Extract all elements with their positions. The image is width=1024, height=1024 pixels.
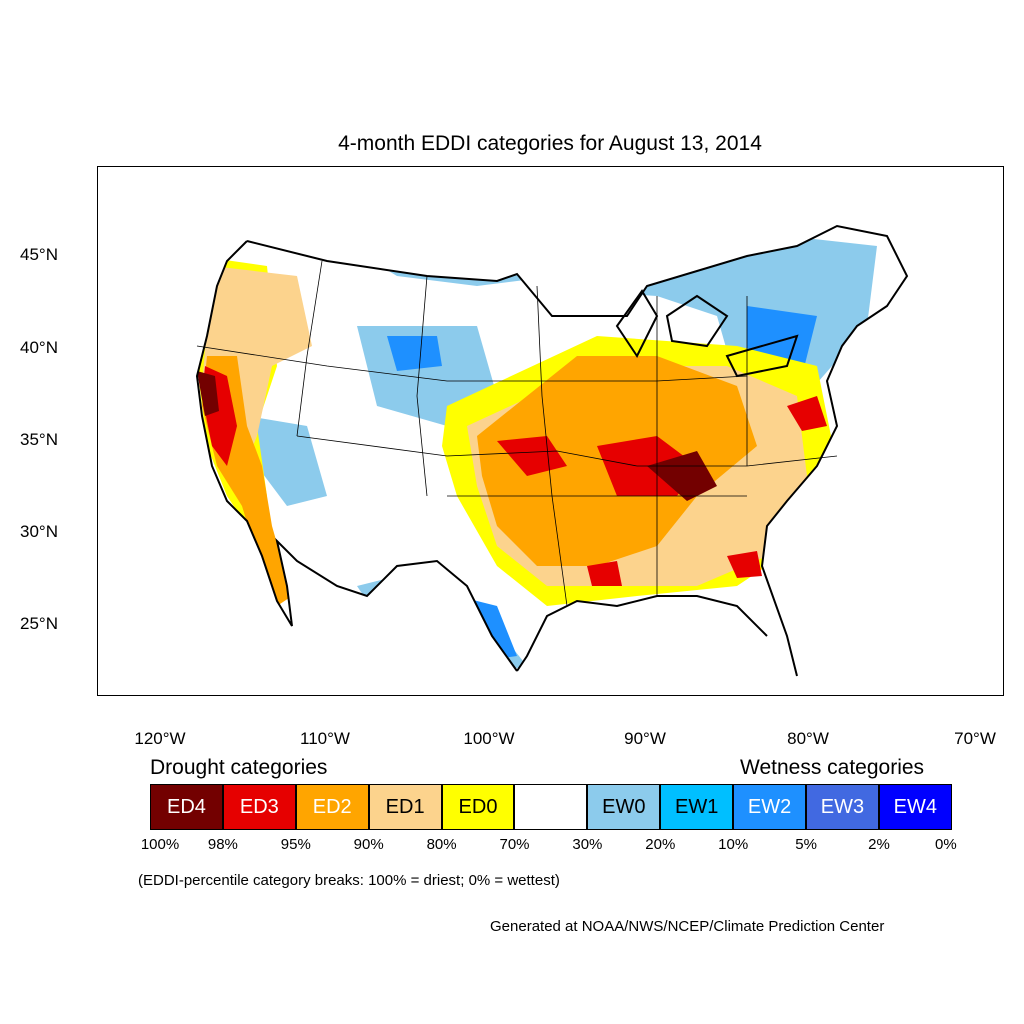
state-borders: [196, 260, 838, 607]
eddi-map: [97, 166, 1004, 696]
break-label: 5%: [795, 836, 817, 853]
lat-label-40n: 40°N: [20, 338, 58, 357]
legend-box-ed1: ED1: [368, 784, 442, 830]
wetness-categories-heading: Wetness categories: [740, 756, 925, 779]
break-label: 95%: [280, 836, 311, 853]
legend-box-ew1: EW1: [660, 784, 734, 830]
legend-box-ew0: EW0: [587, 784, 661, 830]
lon-label-110w: 110°W: [300, 729, 350, 748]
lat-label-25n: 25°N: [20, 614, 58, 633]
break-label: 70%: [499, 836, 530, 853]
legend-box-ed2: ED2: [295, 784, 369, 830]
break-label: 100%: [140, 836, 180, 853]
legend-box-ew3: EW3: [806, 784, 879, 830]
coastlines: [195, 224, 909, 677]
category-note: (EDDI-percentile category breaks: 100% =…: [138, 872, 560, 889]
lat-label-45n: 45°N: [20, 245, 58, 264]
break-label: 10%: [718, 836, 749, 853]
break-label: 0%: [935, 836, 957, 853]
legend-box-ed4: ED4: [150, 784, 223, 830]
map-panel: [97, 166, 1004, 696]
break-label: 20%: [645, 836, 676, 853]
lon-label-120w: 120°W: [134, 729, 186, 748]
lon-label-80w: 80°W: [787, 729, 829, 748]
credit-line: Generated at NOAA/NWS/NCEP/Climate Predi…: [490, 918, 885, 935]
legend-box-ed3: ED3: [222, 784, 296, 830]
legend-box-ew4: EW4: [878, 784, 952, 830]
map-title: 4-month EDDI categories for August 13, 2…: [338, 132, 762, 155]
lat-label-30n: 30°N: [20, 522, 58, 541]
lat-label-35n: 35°N: [20, 430, 58, 449]
break-label: 98%: [207, 836, 238, 853]
break-label: 30%: [572, 836, 603, 853]
legend-box-neutral: [514, 784, 588, 830]
drought-categories-heading: Drought categories: [150, 756, 328, 779]
break-label: 2%: [868, 836, 890, 853]
map-border: [97, 166, 1004, 696]
legend-box-ew2: EW2: [733, 784, 807, 830]
lon-label-90w: 90°W: [624, 729, 666, 748]
break-label: 90%: [353, 836, 384, 853]
legend-box-ed0: ED0: [441, 784, 515, 830]
lon-label-70w: 70°W: [954, 729, 996, 748]
break-label: 80%: [426, 836, 457, 853]
category-legend: ED4 ED3 ED2 ED1 ED0 EW0 EW1 EW2 EW3 EW4: [150, 784, 952, 830]
lon-label-100w: 100°W: [463, 729, 515, 748]
